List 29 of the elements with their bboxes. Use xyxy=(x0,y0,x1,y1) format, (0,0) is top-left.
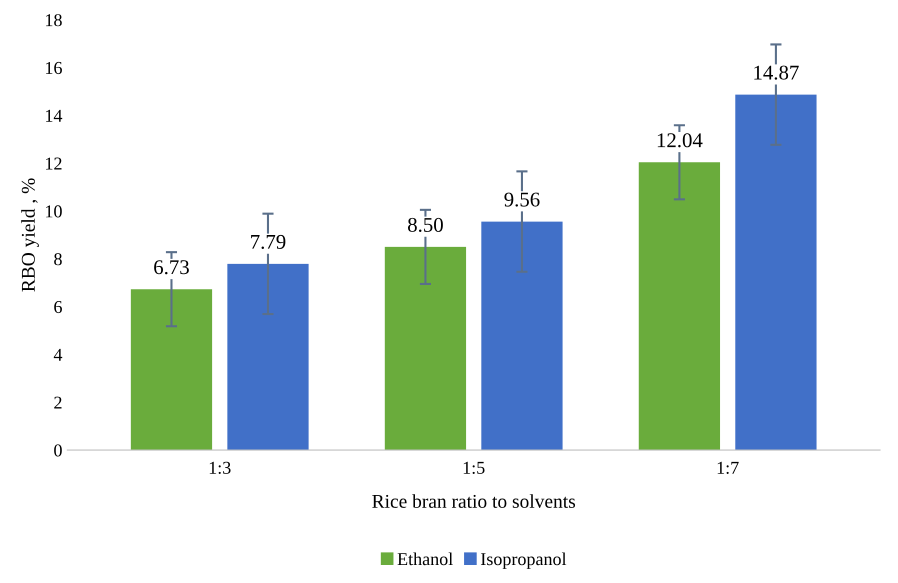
data-label: 9.56 xyxy=(504,192,540,207)
y-tick-label: 6 xyxy=(54,300,62,314)
legend-label: Isopropanol xyxy=(480,552,566,569)
y-tick-label: 16 xyxy=(46,62,62,74)
y-tick-label: 18 xyxy=(46,14,62,26)
x-tick-label: 1:5 xyxy=(464,462,485,474)
data-label: 8.50 xyxy=(408,218,443,232)
x-tick-label: 1:7 xyxy=(718,462,739,474)
y-tick-label: 10 xyxy=(46,205,62,218)
y-tick-label: 14 xyxy=(46,110,62,122)
bar xyxy=(481,222,563,450)
data-label: 6.73 xyxy=(154,260,189,274)
y-tick-label: 2 xyxy=(54,396,62,409)
y-tick-label: 8 xyxy=(54,253,62,266)
y-axis-title: RBO yield , % xyxy=(21,178,39,292)
bar xyxy=(638,162,720,450)
y-tick-label: 0 xyxy=(54,444,62,457)
x-axis-title: Rice bran ratio to solvents xyxy=(372,494,576,508)
legend-label: Ethanol xyxy=(398,552,453,566)
bar xyxy=(130,289,212,450)
data-label: 12.04 xyxy=(658,133,703,148)
data-label: 14.87 xyxy=(754,66,799,80)
bar xyxy=(384,246,466,450)
bar xyxy=(227,264,309,450)
x-tick-label: 1:3 xyxy=(210,462,231,474)
y-tick-label: 4 xyxy=(54,348,62,361)
data-label: 7.79 xyxy=(251,234,286,249)
bar xyxy=(735,94,817,450)
y-tick-label: 12 xyxy=(46,158,62,170)
